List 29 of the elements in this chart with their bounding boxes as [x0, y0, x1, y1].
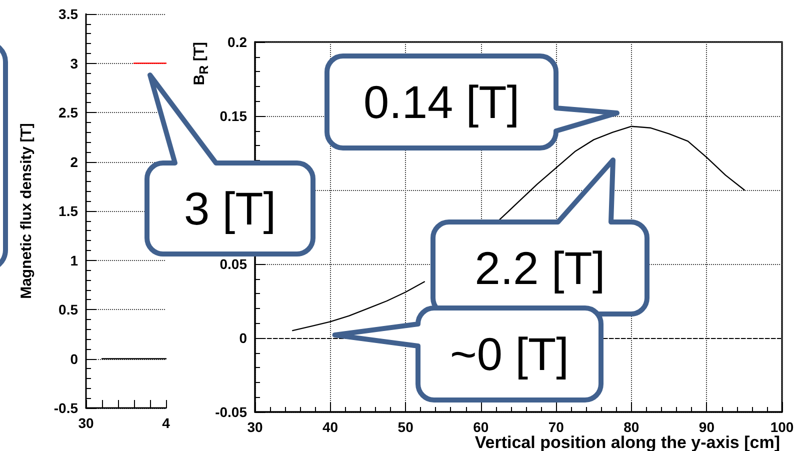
y-tick-label: 1 — [70, 252, 78, 268]
y-tick-label: 1.5 — [58, 203, 78, 219]
x-tick-label: 4 — [162, 415, 170, 431]
x-tick-label: 30 — [78, 415, 94, 431]
x-tick-label: 90 — [698, 419, 715, 435]
annotation: ~0 [T] — [450, 328, 569, 380]
y-tick-label: 3 — [70, 55, 78, 72]
annotation: 0.14 [T] — [364, 76, 520, 128]
y-tick-label: 0.15 — [220, 108, 248, 124]
y-tick-label: 0.05 — [220, 256, 248, 272]
x-tick-label: 100 — [770, 419, 794, 435]
x-tick-label: 50 — [398, 419, 414, 435]
y-tick-label: -0.05 — [215, 404, 248, 420]
y-tick-label: 0.2 — [228, 34, 248, 50]
y-tick-label: 2.5 — [58, 104, 78, 120]
y-tick-label: 0.5 — [58, 302, 78, 318]
y-axis-title: Magnetic flux density [T] — [18, 123, 35, 299]
x-tick-label: 30 — [247, 419, 263, 435]
y-tick-label: 0 — [239, 330, 248, 346]
x-tick-label: 40 — [322, 419, 338, 435]
annotation: 2.2 [T] — [474, 242, 606, 294]
x-tick-label: 80 — [624, 419, 640, 435]
x-tick-label: 60 — [473, 419, 489, 435]
y-tick-label: -0.5 — [54, 400, 78, 416]
y-tick-label: 0 — [70, 350, 78, 367]
y-tick-label: 2 — [70, 154, 78, 170]
annotation: 3 [T] — [184, 182, 276, 234]
y-tick-label: 3.5 — [58, 6, 78, 22]
x-tick-label: 70 — [548, 419, 564, 435]
